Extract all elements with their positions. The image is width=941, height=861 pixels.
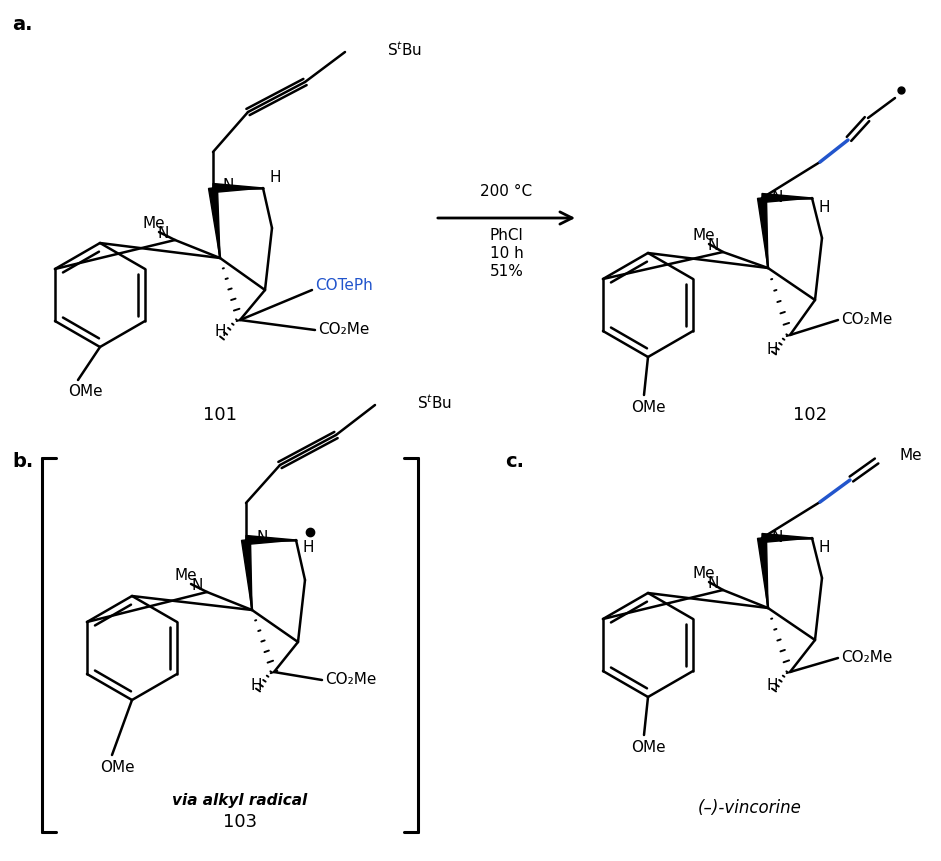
Text: H: H	[819, 541, 830, 555]
Text: H: H	[302, 541, 313, 555]
Text: b.: b.	[12, 452, 33, 471]
Text: N: N	[772, 190, 783, 206]
Text: H: H	[269, 170, 280, 185]
Text: c.: c.	[505, 452, 524, 471]
Text: 102: 102	[793, 406, 827, 424]
Text: Me: Me	[143, 216, 166, 232]
Polygon shape	[758, 537, 768, 608]
Text: H: H	[766, 678, 778, 693]
Text: COTePh: COTePh	[315, 277, 373, 293]
Text: 10 h: 10 h	[489, 246, 523, 262]
Text: S$^t$Bu: S$^t$Bu	[387, 40, 423, 59]
Text: OMe: OMe	[100, 760, 135, 776]
Polygon shape	[242, 540, 252, 610]
Text: N: N	[223, 178, 234, 194]
Text: Me: Me	[693, 228, 715, 244]
Text: OMe: OMe	[630, 400, 665, 416]
Text: OMe: OMe	[630, 740, 665, 755]
Text: N: N	[158, 226, 169, 241]
Text: N: N	[192, 579, 203, 593]
Text: 101: 101	[203, 406, 237, 424]
Text: N: N	[708, 577, 719, 592]
Polygon shape	[762, 194, 812, 202]
Text: OMe: OMe	[68, 385, 103, 400]
Polygon shape	[246, 536, 296, 544]
Polygon shape	[213, 183, 263, 193]
Text: H: H	[215, 325, 226, 339]
Text: S$^t$Bu: S$^t$Bu	[417, 393, 453, 412]
Text: N: N	[256, 530, 267, 546]
Text: CO₂Me: CO₂Me	[841, 313, 892, 327]
Polygon shape	[209, 188, 220, 258]
Text: N: N	[708, 238, 719, 253]
Text: 200 °C: 200 °C	[481, 184, 533, 200]
Text: Me: Me	[175, 568, 198, 584]
Text: (–)-vincorine: (–)-vincorine	[698, 799, 802, 817]
Text: 51%: 51%	[489, 264, 523, 280]
Polygon shape	[758, 198, 768, 268]
Text: CO₂Me: CO₂Me	[841, 651, 892, 666]
Polygon shape	[762, 534, 812, 542]
Text: a.: a.	[12, 15, 33, 34]
Text: Me: Me	[693, 567, 715, 581]
Text: H: H	[766, 342, 778, 356]
Text: H: H	[819, 201, 830, 215]
Text: via alkyl radical: via alkyl radical	[172, 792, 308, 808]
Text: CO₂Me: CO₂Me	[325, 672, 376, 687]
Text: 103: 103	[223, 813, 257, 831]
Text: CO₂Me: CO₂Me	[318, 323, 370, 338]
Text: Me: Me	[900, 449, 922, 463]
Text: PhCl: PhCl	[489, 228, 523, 244]
Text: N: N	[772, 530, 783, 546]
Text: H: H	[250, 678, 262, 693]
